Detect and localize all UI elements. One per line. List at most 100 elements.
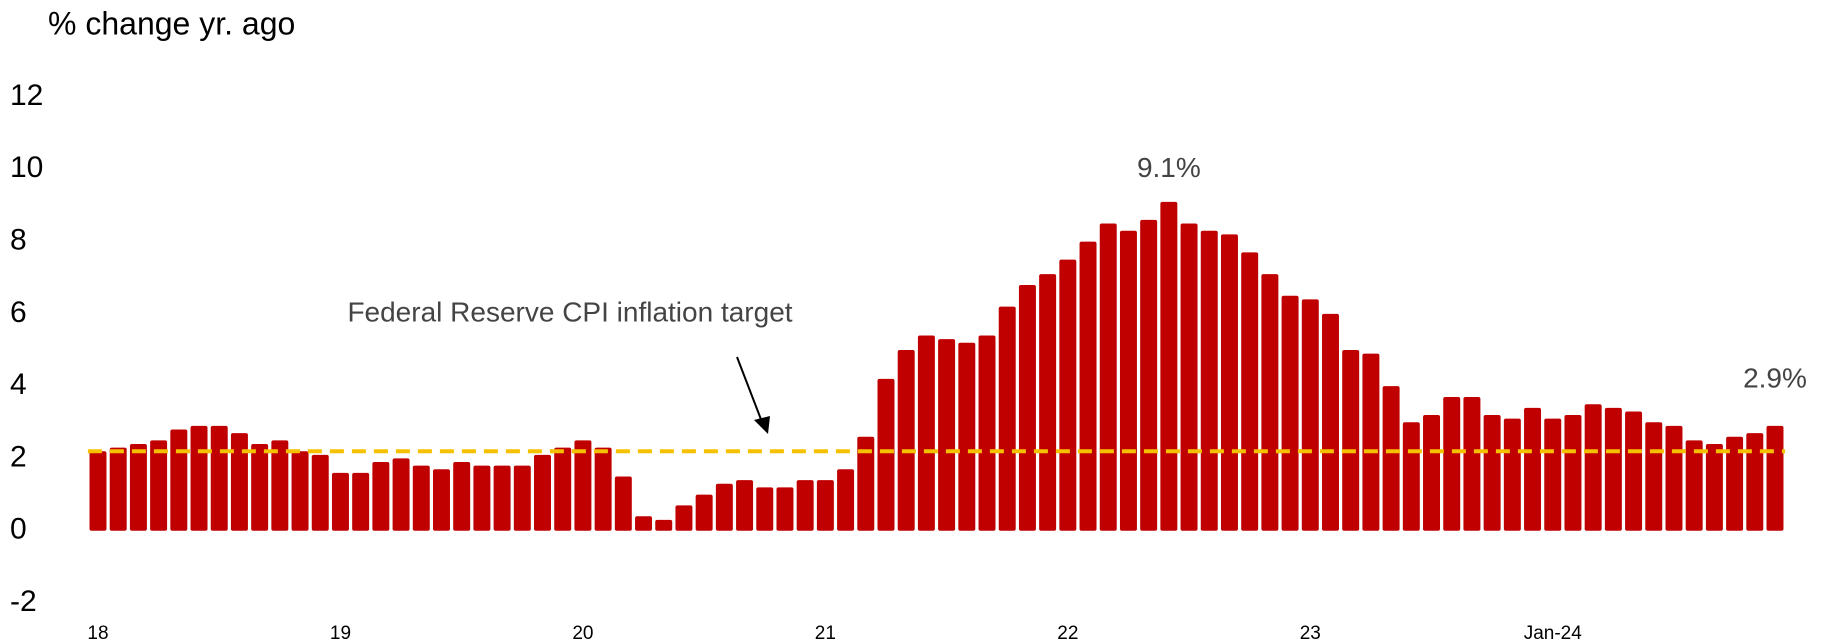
y-tick-label: 12 [10, 79, 43, 112]
bar [917, 335, 935, 531]
bar [655, 519, 673, 531]
bar [715, 483, 733, 531]
bar [1180, 223, 1198, 531]
bar [1140, 219, 1158, 531]
bar [1039, 274, 1057, 531]
bar [271, 440, 289, 531]
bar [1301, 299, 1319, 531]
bar [230, 433, 248, 531]
bar [1281, 295, 1299, 531]
bar [1059, 259, 1077, 531]
target-label: Federal Reserve CPI inflation target [347, 296, 792, 327]
bar [311, 454, 329, 531]
x-tick-label: 22 [1057, 623, 1078, 642]
bar [938, 339, 956, 531]
bar [412, 465, 430, 531]
bar [1766, 425, 1784, 531]
y-tick-label: 8 [10, 223, 27, 256]
bar [1584, 404, 1602, 531]
bar [958, 342, 976, 531]
bar [109, 447, 127, 531]
bar [614, 476, 632, 531]
bar [1503, 418, 1521, 531]
bar [331, 472, 349, 531]
bar [1119, 230, 1137, 531]
bar [1685, 440, 1703, 531]
bar [1564, 415, 1582, 531]
bar [1645, 422, 1663, 531]
x-tick-label: 19 [330, 623, 351, 642]
bar [837, 469, 855, 531]
x-tick-label: 23 [1300, 623, 1321, 642]
arrow-head [754, 416, 770, 434]
bar [594, 447, 612, 531]
bar [1705, 443, 1723, 531]
bar [432, 469, 450, 531]
y-tick-label: -2 [10, 585, 37, 618]
bar [1099, 223, 1117, 531]
y-tick-label: 2 [10, 440, 27, 473]
bar [1463, 396, 1481, 531]
bar [1241, 252, 1259, 531]
y-tick-label: 6 [10, 296, 27, 329]
bar [89, 451, 107, 531]
bar [210, 425, 228, 531]
bar [695, 494, 713, 531]
bar [675, 505, 693, 531]
arrow [736, 356, 763, 423]
bar [1726, 436, 1744, 531]
bar [1524, 407, 1542, 531]
bar [534, 454, 551, 531]
bar [129, 443, 147, 531]
bar [190, 425, 208, 531]
bar [1402, 422, 1420, 531]
y-tick-label: 10 [10, 151, 43, 184]
bar [816, 480, 834, 531]
y-tick-label: 4 [10, 368, 27, 401]
bar [857, 436, 875, 531]
bar [1079, 241, 1097, 531]
bar [473, 465, 491, 531]
bar [897, 350, 915, 531]
bar [1544, 418, 1562, 531]
bar [493, 465, 511, 531]
bar [776, 487, 794, 531]
bar [574, 440, 592, 531]
bar [756, 487, 774, 531]
x-tick-label: 18 [87, 623, 108, 642]
bar [1665, 425, 1683, 531]
bar [1423, 415, 1441, 531]
bar [1746, 433, 1764, 531]
bar [554, 447, 572, 531]
bar [1261, 274, 1279, 531]
bar [877, 378, 895, 531]
x-tick-label: 21 [815, 623, 836, 642]
bar [1018, 284, 1036, 531]
bar [1604, 407, 1622, 531]
bar [635, 516, 653, 531]
bar [1362, 353, 1380, 531]
bar [1322, 313, 1339, 531]
bar [453, 462, 471, 531]
bar [796, 480, 814, 531]
bar [1483, 415, 1501, 531]
data-label: 9.1% [1137, 152, 1201, 183]
bar [1160, 201, 1178, 531]
bar [251, 443, 269, 531]
bar [352, 472, 370, 531]
bar [513, 465, 531, 531]
x-tick-label: Jan-24 [1524, 623, 1583, 642]
bar [1443, 396, 1461, 531]
bar [392, 458, 410, 531]
bar [150, 440, 168, 531]
bar [170, 429, 188, 531]
bar [1200, 230, 1218, 531]
bar [1342, 350, 1360, 531]
bar [291, 451, 309, 531]
bar [978, 335, 996, 531]
data-label: 2.9% [1743, 362, 1807, 393]
bar [1220, 234, 1238, 531]
x-tick-label: 20 [572, 623, 593, 642]
bar [1382, 386, 1400, 531]
